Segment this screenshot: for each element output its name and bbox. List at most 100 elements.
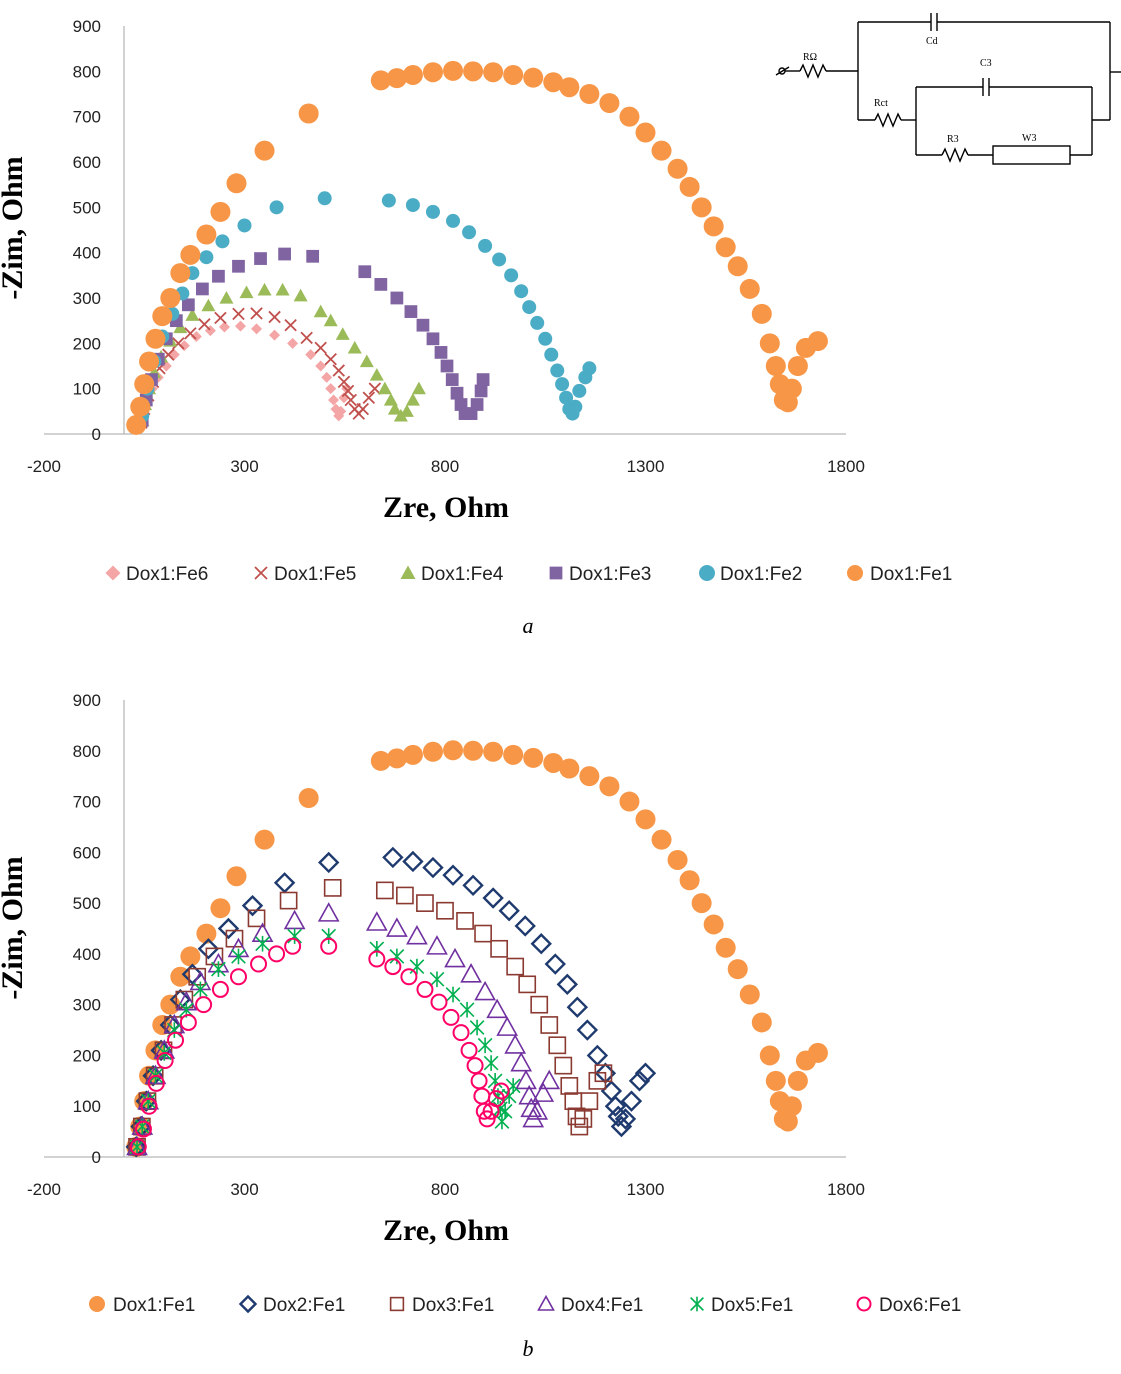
legend-label-dox1-fe5: Dox1:Fe5	[274, 564, 356, 585]
resistor-r3	[941, 147, 969, 163]
data-point-dox1-fe2	[425, 204, 440, 219]
data-point-dox4-fe1	[526, 1100, 549, 1120]
data-point-dox1-fe1	[559, 758, 580, 779]
data-point-dox6-fe1	[470, 1072, 488, 1090]
warburg-w3	[992, 145, 1071, 165]
chart-b-x-label: Zre, Ohm	[383, 1214, 509, 1247]
data-point-dox1-fe1	[160, 288, 181, 308]
chart-a-y-tick-label: 200	[73, 334, 101, 353]
data-point-dox1-fe3	[440, 359, 454, 373]
data-point-dox1-fe3	[278, 247, 291, 261]
chart-a-y-tick-label: 700	[73, 108, 101, 127]
data-point-dox1-fe1	[679, 870, 700, 891]
data-point-dox1-fe5-stroke	[362, 391, 376, 404]
data-point-dox6-fe1	[211, 980, 229, 998]
chart-a-y-tick-label: 300	[73, 289, 101, 308]
data-point-dox3-fe1	[594, 1064, 613, 1083]
data-point-dox1-fe4	[347, 340, 362, 354]
data-point-dox2-fe1	[530, 933, 552, 955]
legend-marker-dox1-fe4	[400, 565, 416, 579]
data-point-dox1-fe1	[715, 237, 736, 258]
resistor-rct	[874, 112, 902, 128]
data-point-dox1-fe2	[582, 361, 597, 376]
data-point-dox1-fe2	[269, 200, 284, 215]
data-point-dox1-fe5	[214, 311, 227, 325]
data-point-dox1-fe5	[184, 327, 197, 340]
data-point-dox1-fe3	[306, 249, 320, 263]
data-point-dox1-fe3	[374, 278, 388, 291]
data-point-dox1-fe5	[232, 307, 245, 321]
data-point-dox1-fe1	[370, 750, 391, 771]
data-point-dox6-fe1	[442, 1008, 460, 1026]
legend-marker-dox1-fe6	[105, 565, 121, 581]
data-point-dox6-fe1	[452, 1024, 470, 1042]
data-point-dox6-fe1	[492, 1082, 510, 1100]
data-point-dox1-fe4	[257, 282, 272, 296]
data-point-dox1-fe1	[787, 1070, 808, 1091]
chart-b-panel-label: b	[523, 1336, 534, 1361]
data-point-dox5-fe1	[459, 1001, 475, 1018]
chart-a-y-ticks: 0 100 200 300 400 500 600 700 800 900	[73, 17, 101, 444]
data-point-dox1-fe6	[328, 394, 340, 406]
data-point-dox4-fe1	[426, 935, 448, 955]
data-point-dox1-fe6	[190, 331, 202, 343]
data-point-dox3-fe1	[396, 886, 414, 905]
legend-label-dox1-fe4: Dox1:Fe4	[421, 564, 504, 585]
data-point-dox2-fe1	[462, 874, 484, 897]
data-point-dox5-fe1	[389, 948, 405, 965]
data-point-dox2-fe1	[628, 1070, 651, 1092]
data-point-dox1-fe1	[386, 68, 407, 89]
data-point-dox2-fe1	[498, 900, 520, 922]
legend-label-dox4-fe1: Dox4:Fe1	[561, 1295, 643, 1316]
data-point-dox6-fe1	[475, 1102, 493, 1120]
data-point-dox4-fe1	[460, 963, 482, 983]
data-point-dox2-fe1	[620, 1090, 643, 1112]
data-point-dox1-fe4	[275, 282, 290, 296]
data-point-dox1-fe3	[254, 252, 267, 265]
data-point-dox3-fe1	[474, 924, 492, 943]
data-point-dox1-fe1	[402, 744, 423, 765]
data-point-dox1-fe1	[443, 60, 464, 81]
data-point-dox1-fe2	[237, 218, 252, 233]
chart-a-y-tick-label: 900	[73, 17, 101, 36]
data-point-dox5-fe1	[445, 986, 461, 1003]
data-point-dox1-fe2	[446, 213, 461, 228]
legend-label-dox1-fe6: Dox1:Fe6	[126, 564, 208, 585]
data-point-dox1-fe1	[703, 216, 724, 237]
data-point-dox4-fe1	[486, 998, 508, 1019]
data-point-dox1-fe1	[715, 937, 736, 958]
data-point-dox1-fe2	[478, 238, 493, 253]
chart-a-legend: Dox1:Fe6 Dox1:Fe5 Dox1:Fe4 Dox1:Fe3 Dox1:Fe2…	[105, 564, 952, 585]
data-point-dox1-fe6	[321, 371, 333, 383]
data-point-dox1-fe1	[196, 224, 217, 245]
chart-b-y-tick-label: 500	[73, 894, 101, 913]
data-point-dox1-fe3	[358, 265, 372, 279]
legend-marker-dox2-fe1	[238, 1294, 258, 1314]
data-point-dox1-fe1	[765, 1070, 786, 1091]
data-point-dox1-fe4	[377, 381, 392, 395]
legend-marker-dox1-fe1	[89, 1296, 105, 1312]
data-point-dox1-fe3	[416, 318, 430, 332]
legend-label-dox3-fe1: Dox3:Fe1	[412, 1295, 494, 1316]
data-point-dox4-fe1	[532, 1082, 555, 1102]
data-point-dox1-fe5-stroke	[184, 327, 197, 340]
data-point-dox3-fe1	[506, 957, 525, 976]
data-point-dox1-fe3	[181, 298, 195, 312]
data-point-dox1-fe5-stroke	[268, 310, 281, 324]
data-point-dox1-fe5-stroke	[250, 307, 263, 320]
data-point-dox1-fe1	[691, 893, 712, 914]
data-point-dox3-fe1	[456, 912, 474, 930]
data-point-dox1-fe5	[300, 331, 313, 345]
data-point-dox6-fe1	[460, 1041, 478, 1059]
data-point-dox1-fe1	[691, 197, 712, 218]
data-point-dox1-fe1	[599, 93, 620, 114]
chart-a-x-tick-label: 1300	[627, 457, 665, 476]
data-point-dox2-fe1	[318, 851, 340, 874]
data-point-dox2-fe1	[169, 988, 192, 1011]
data-point-dox2-fe1	[634, 1062, 657, 1084]
chart-a-plot-area	[126, 60, 828, 435]
data-point-dox6-fe1	[284, 937, 302, 955]
data-point-dox1-fe1	[170, 263, 191, 284]
data-point-dox2-fe1	[125, 1136, 147, 1158]
